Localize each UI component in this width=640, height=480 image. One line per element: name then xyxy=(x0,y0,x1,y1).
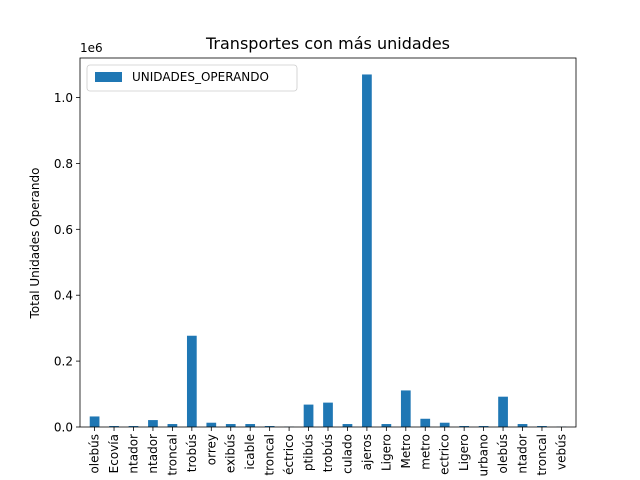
y-tick-label: 0.0 xyxy=(54,421,73,435)
bar xyxy=(362,74,372,428)
plot-frame xyxy=(79,57,577,428)
bar xyxy=(342,424,353,427)
legend-box xyxy=(86,64,298,92)
bar xyxy=(89,416,100,427)
bar xyxy=(225,424,236,427)
x-tick-label: Ecovía xyxy=(107,434,121,473)
bar xyxy=(109,426,119,427)
bar xyxy=(245,424,256,427)
x-axis: olebús Ecovía ntador ntador troncal trobús orr… xyxy=(88,427,568,476)
y-axis-label: Total Unidades Operando xyxy=(28,168,42,320)
y-tick-label: 0.8 xyxy=(54,157,73,171)
x-tick-label: metro xyxy=(418,434,432,470)
legend-label: UNIDADES_OPERANDO xyxy=(132,70,269,84)
bar xyxy=(206,422,217,427)
bar xyxy=(459,426,470,427)
bar xyxy=(264,426,275,427)
y-tick-label: 0.6 xyxy=(54,223,73,237)
y-tick-label: 1.0 xyxy=(54,91,73,105)
x-tick-label: trobús xyxy=(321,434,335,472)
bar xyxy=(148,420,158,427)
x-tick-label: Metro xyxy=(399,434,413,468)
bar xyxy=(439,422,450,427)
x-tick-label: olebús xyxy=(88,434,102,474)
y-axis-multiplier: 1e6 xyxy=(80,41,103,55)
bar xyxy=(167,424,178,427)
x-tick-label: trobús xyxy=(185,434,199,472)
x-tick-label: orrey xyxy=(204,434,218,465)
x-tick-label: troncal xyxy=(535,434,549,476)
bar xyxy=(128,426,139,427)
x-tick-label: ptibús xyxy=(302,434,316,471)
x-tick-label: troncal xyxy=(165,434,179,476)
x-tick-label: ntador xyxy=(516,434,530,474)
bar xyxy=(420,418,431,427)
x-tick-label: ntador xyxy=(126,434,140,474)
bar xyxy=(478,426,489,427)
bar xyxy=(517,424,528,427)
x-tick-label: Ligero xyxy=(457,434,471,471)
x-tick-label: éctrico xyxy=(282,434,296,475)
bar xyxy=(498,396,508,427)
x-tick-label: exibús xyxy=(224,434,238,473)
bar xyxy=(537,426,547,427)
bar xyxy=(381,424,392,427)
bar xyxy=(400,390,411,427)
chart-title: Transportes con más unidades xyxy=(205,34,450,53)
x-tick-label: urbano xyxy=(477,434,491,476)
x-tick-label: ectrico xyxy=(438,434,452,475)
legend-swatch xyxy=(95,72,122,82)
x-tick-label: olebús xyxy=(496,434,510,474)
legend: UNIDADES_OPERANDO xyxy=(86,64,298,92)
y-tick-label: 0.4 xyxy=(54,289,73,303)
x-tick-label: vebús xyxy=(554,434,568,470)
y-tick-label: 0.2 xyxy=(54,355,73,369)
x-tick-label: Ligero xyxy=(379,434,393,471)
bar xyxy=(186,335,197,427)
x-tick-label: culado xyxy=(340,434,354,474)
x-tick-label: icable xyxy=(243,434,257,470)
x-tick-label: ntador xyxy=(146,434,160,474)
bar-series xyxy=(89,74,567,428)
bar xyxy=(323,402,333,427)
x-tick-label: ajeros xyxy=(360,434,374,470)
y-axis: 0.0 0.2 0.4 0.6 0.8 1.0 xyxy=(54,91,80,435)
x-tick-label: troncal xyxy=(263,434,277,476)
bar xyxy=(303,404,314,427)
